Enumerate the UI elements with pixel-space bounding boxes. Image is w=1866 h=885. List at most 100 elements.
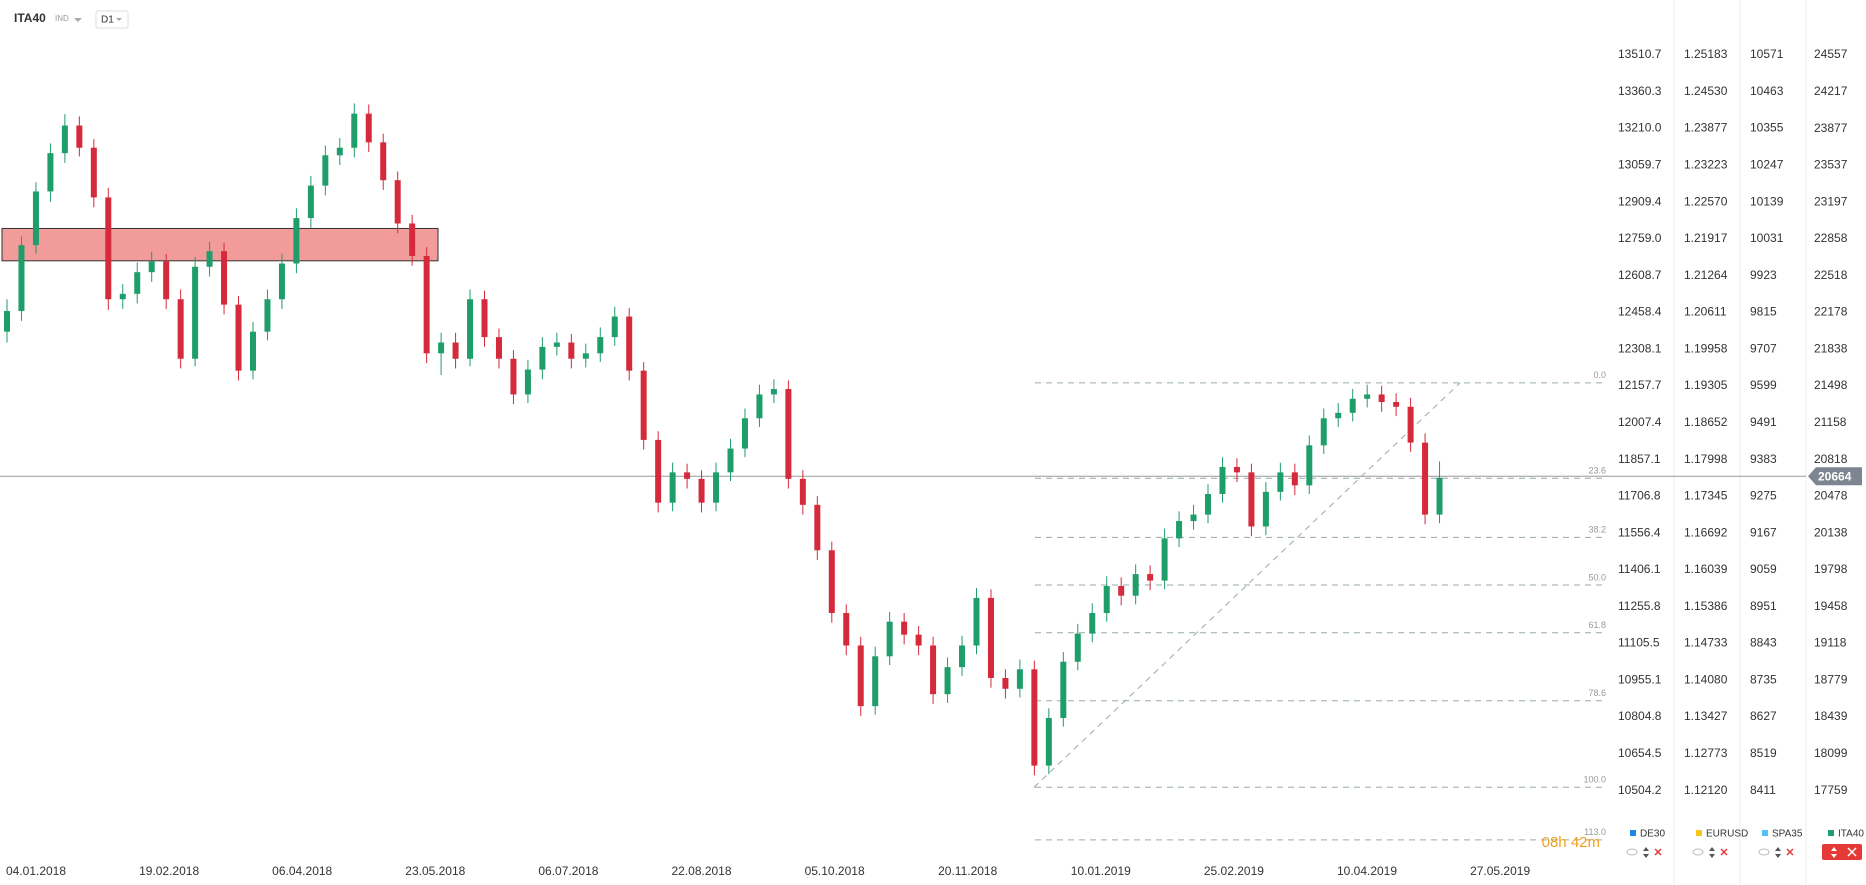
candle-body <box>177 299 184 359</box>
candle-body <box>568 342 575 359</box>
candle-body <box>105 197 112 300</box>
legend-label[interactable]: ITA40 <box>1838 829 1864 840</box>
scale-tick-label: 10504.2 <box>1618 783 1662 797</box>
legend-swatch[interactable] <box>1696 830 1702 836</box>
candle-body <box>828 550 835 614</box>
scale-tick-label: 9707 <box>1750 341 1777 355</box>
scale-tick-label: 13510.7 <box>1618 47 1662 61</box>
y-tick-label: 23537 <box>1814 158 1848 172</box>
dropdown-arrow[interactable] <box>74 18 82 22</box>
scale-tick-label: 1.20611 <box>1684 305 1727 319</box>
price-tag-label: 20664 <box>1818 469 1852 483</box>
candle-body <box>611 316 618 338</box>
icon-eye[interactable] <box>1758 848 1770 856</box>
candle-body <box>1161 538 1168 581</box>
fib-label: 38.2 <box>1588 525 1606 535</box>
legend-swatch[interactable] <box>1630 830 1636 836</box>
icon-close[interactable] <box>1847 847 1857 857</box>
scale-tick-label: 12308.1 <box>1618 341 1662 355</box>
candle-body <box>1277 472 1284 492</box>
candle-body <box>1219 466 1226 495</box>
x-tick-label: 20.11.2018 <box>938 864 997 878</box>
candle-body <box>872 656 879 707</box>
x-tick-label: 05.10.2018 <box>805 864 865 878</box>
interval-box[interactable] <box>95 10 129 29</box>
scale-tick-label: 13059.7 <box>1618 158 1662 172</box>
icon-move[interactable] <box>1831 847 1837 858</box>
candle-body <box>1248 472 1255 527</box>
icon-move[interactable] <box>1643 847 1649 858</box>
scale-tick-label: 8627 <box>1750 709 1777 723</box>
scale-tick-label: 10139 <box>1750 194 1784 208</box>
candle-body <box>1060 661 1067 718</box>
y-tick-label: 19458 <box>1814 599 1848 613</box>
y-tick-label: 18099 <box>1814 746 1848 760</box>
candle-body <box>1436 477 1443 515</box>
candle-body <box>481 299 488 338</box>
candle-body <box>1422 442 1429 515</box>
legend-label[interactable]: SPA35 <box>1772 829 1803 840</box>
scale-tick-label: 12759.0 <box>1618 231 1662 245</box>
candle-body <box>1233 466 1240 473</box>
candle-body <box>1306 445 1313 486</box>
candle-body <box>930 645 937 695</box>
icon-move[interactable] <box>1709 847 1715 858</box>
candle-body <box>713 472 720 503</box>
candle-body <box>944 667 951 695</box>
icon-close[interactable] <box>1654 848 1662 856</box>
scale-tick-label: 10463 <box>1750 84 1784 98</box>
icon-move[interactable] <box>1775 847 1781 858</box>
icon-eye[interactable] <box>1626 848 1638 856</box>
y-tick-label: 21838 <box>1814 341 1848 355</box>
scale-tick-label: 12157.7 <box>1618 378 1662 392</box>
interval[interactable]: D1 <box>101 15 114 26</box>
instrument-type: IND <box>55 14 69 23</box>
fib-label: 0.0 <box>1593 370 1606 380</box>
x-tick-label: 23.05.2018 <box>405 864 465 878</box>
legend-active[interactable] <box>1822 844 1862 860</box>
scale-tick-label: 9491 <box>1750 415 1777 429</box>
scale-tick-label: 1.21917 <box>1684 231 1728 245</box>
candle-body <box>524 369 531 395</box>
legend-label[interactable]: EURUSD <box>1706 829 1748 840</box>
candle-body <box>539 346 546 370</box>
y-tick-label: 22858 <box>1814 231 1848 245</box>
candle-body <box>1262 491 1269 527</box>
candle-body <box>32 191 39 246</box>
candle-body <box>206 251 213 267</box>
candle-body <box>452 342 459 359</box>
legend-swatch[interactable] <box>1762 830 1768 836</box>
candle-body <box>1407 406 1414 443</box>
scale-tick-label: 1.22570 <box>1684 194 1728 208</box>
fib-label: 100.0 <box>1583 775 1606 785</box>
icon-eye[interactable] <box>1692 848 1704 856</box>
fib-label: 23.6 <box>1588 466 1606 476</box>
candle-body <box>510 358 517 395</box>
candle-body <box>192 266 199 359</box>
scale-tick-label: 9923 <box>1750 268 1777 282</box>
candle-body <box>47 153 54 192</box>
candle-body <box>857 645 864 707</box>
legend-swatch[interactable] <box>1828 830 1834 836</box>
price-tag <box>1808 467 1862 486</box>
y-tick-label: 20138 <box>1814 525 1848 539</box>
candle-body <box>1074 633 1081 662</box>
candle-body <box>293 218 300 264</box>
legend-label[interactable]: DE30 <box>1640 829 1665 840</box>
icon-close[interactable] <box>1786 848 1794 856</box>
symbol[interactable]: ITA40 <box>14 11 46 25</box>
y-tick-label: 21498 <box>1814 378 1848 392</box>
scale-tick-label: 10355 <box>1750 121 1784 135</box>
candle-body <box>553 342 560 347</box>
scale-tick-label: 10955.1 <box>1618 672 1662 686</box>
candle-body <box>741 418 748 449</box>
dropdown-arrow[interactable] <box>116 18 122 21</box>
candle-body <box>235 304 242 371</box>
y-tick-label: 23877 <box>1814 121 1848 135</box>
scale-tick-label: 12909.4 <box>1618 194 1662 208</box>
candle-body <box>1031 669 1038 766</box>
scale-tick-label: 1.12773 <box>1684 746 1728 760</box>
icon-close[interactable] <box>1720 848 1728 856</box>
candle-body <box>814 504 821 551</box>
x-tick-label: 06.07.2018 <box>538 864 598 878</box>
